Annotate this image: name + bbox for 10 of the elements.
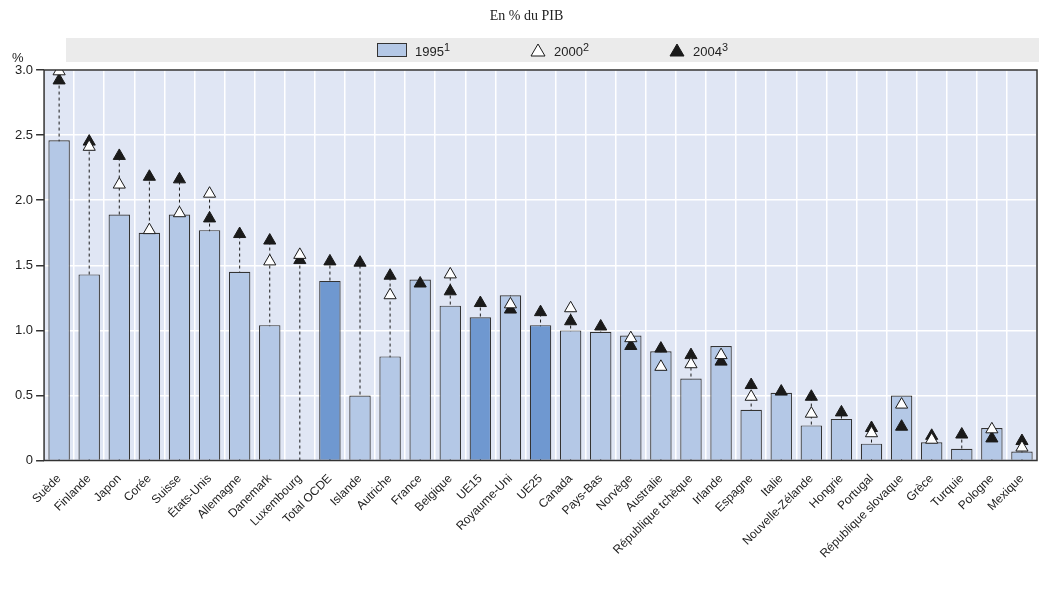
legend-label: 1995$^{1}$	[415, 40, 451, 60]
legend-label: 2000$^{2}$	[554, 40, 589, 60]
legend-label: 2004$^{3}$	[692, 40, 728, 60]
y-tick-label: 0	[25, 452, 34, 468]
chart-subtitle: En % du PIB	[488, 8, 565, 24]
y-tick-label: 2.5	[14, 126, 34, 142]
y-tick-label: 0.5	[14, 387, 34, 403]
y-tick-label: 1.0	[14, 321, 34, 337]
y-tick-label: 2.0	[14, 191, 34, 207]
y-tick-label: 1.5	[14, 256, 34, 272]
